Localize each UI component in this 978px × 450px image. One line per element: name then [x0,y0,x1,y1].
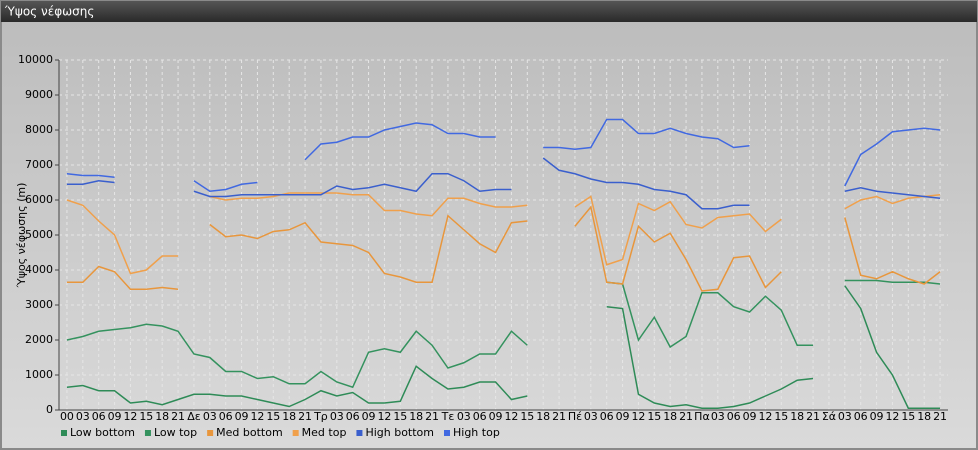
legend-label: Med top [302,426,347,439]
x-tick-label: Δε [187,410,201,423]
x-tick-label: 03 [203,410,217,423]
x-tick-label: 06 [219,410,233,423]
series-line [66,285,941,409]
x-tick-label: 03 [457,410,471,423]
x-tick-label: 18 [409,410,423,423]
x-tick-label: 15 [774,410,788,423]
x-tick-label: 06 [346,410,360,423]
y-tick-label: 7000 [25,158,53,171]
legend-label: Med bottom [216,426,283,439]
x-tick-label: 12 [631,410,645,423]
legend-swatch [144,430,151,436]
x-tick-label: 09 [489,410,503,423]
title-bar [1,1,977,22]
y-tick-label: 10000 [18,53,53,66]
x-tick-label: 21 [933,410,947,423]
legend-swatch [207,430,214,436]
legend-swatch [292,430,299,436]
x-tick-label: 09 [743,410,757,423]
x-tick-label: 03 [584,410,598,423]
x-tick-label: 00 [60,410,74,423]
x-tick-label: 06 [600,410,614,423]
x-tick-label: 18 [155,410,169,423]
x-tick-label: 12 [123,410,137,423]
legend-label: Low top [154,426,197,439]
x-tick-label: 18 [917,410,931,423]
y-tick-label: 8000 [25,123,53,136]
x-tick-label: 12 [758,410,772,423]
x-tick-label: 06 [92,410,106,423]
y-tick-label: 0 [46,403,53,416]
legend-swatch [356,430,363,436]
x-tick-label: 09 [616,410,630,423]
series-line [66,279,941,389]
x-tick-label: 15 [393,410,407,423]
x-tick-label: Πέ [568,410,582,423]
chart-title: Ύψος νέφωσης [4,5,94,19]
x-tick-label: 06 [854,410,868,423]
legend-swatch [61,430,67,436]
x-tick-label: 09 [362,410,376,423]
x-tick-label: 18 [536,410,550,423]
x-tick-label: 21 [298,410,312,423]
y-tick-label: 3000 [25,298,53,311]
x-tick-label: 09 [108,410,122,423]
x-tick-label: 15 [266,410,280,423]
x-tick-label: 21 [806,410,820,423]
x-tick-label: 12 [377,410,391,423]
x-tick-label: 21 [425,410,439,423]
chart-background [2,22,976,448]
x-tick-label: 12 [885,410,899,423]
x-tick-label: 09 [870,410,884,423]
x-tick-label: 21 [552,410,566,423]
legend-label: High top [453,426,500,439]
series-line [66,192,941,275]
series-line [66,157,941,210]
x-tick-label: 03 [711,410,725,423]
x-tick-label: 06 [727,410,741,423]
series-line [66,205,941,292]
x-tick-label: 12 [250,410,264,423]
x-tick-label: 18 [663,410,677,423]
x-tick-label: 18 [790,410,804,423]
x-tick-label: 03 [76,410,90,423]
y-tick-label: 9000 [25,88,53,101]
y-tick-label: 4000 [25,263,53,276]
x-tick-label: 21 [679,410,693,423]
legend-label: High bottom [365,426,434,439]
x-tick-label: 06 [473,410,487,423]
y-axis-label: Ύψος νέφωσης (m) [15,183,28,289]
x-tick-label: 15 [139,410,153,423]
x-tick-label: 15 [647,410,661,423]
x-tick-label: Σά [822,410,836,423]
x-tick-label: 09 [235,410,249,423]
series-line [66,118,941,193]
legend-swatch [444,430,450,436]
x-tick-label: 18 [282,410,296,423]
y-tick-label: 6000 [25,193,53,206]
x-tick-label: 21 [171,410,185,423]
y-tick-label: 2000 [25,333,53,346]
x-tick-label: 03 [330,410,344,423]
x-tick-label: Πα [694,410,710,423]
x-tick-label: 15 [520,410,534,423]
x-tick-label: Τε [441,410,455,423]
y-tick-label: 1000 [25,368,53,381]
x-tick-label: 12 [504,410,518,423]
y-tick-label: 5000 [25,228,53,241]
x-tick-label: Τρ [313,410,328,423]
x-tick-label: 03 [838,410,852,423]
legend-label: Low bottom [70,426,135,439]
x-tick-label: 15 [901,410,915,423]
